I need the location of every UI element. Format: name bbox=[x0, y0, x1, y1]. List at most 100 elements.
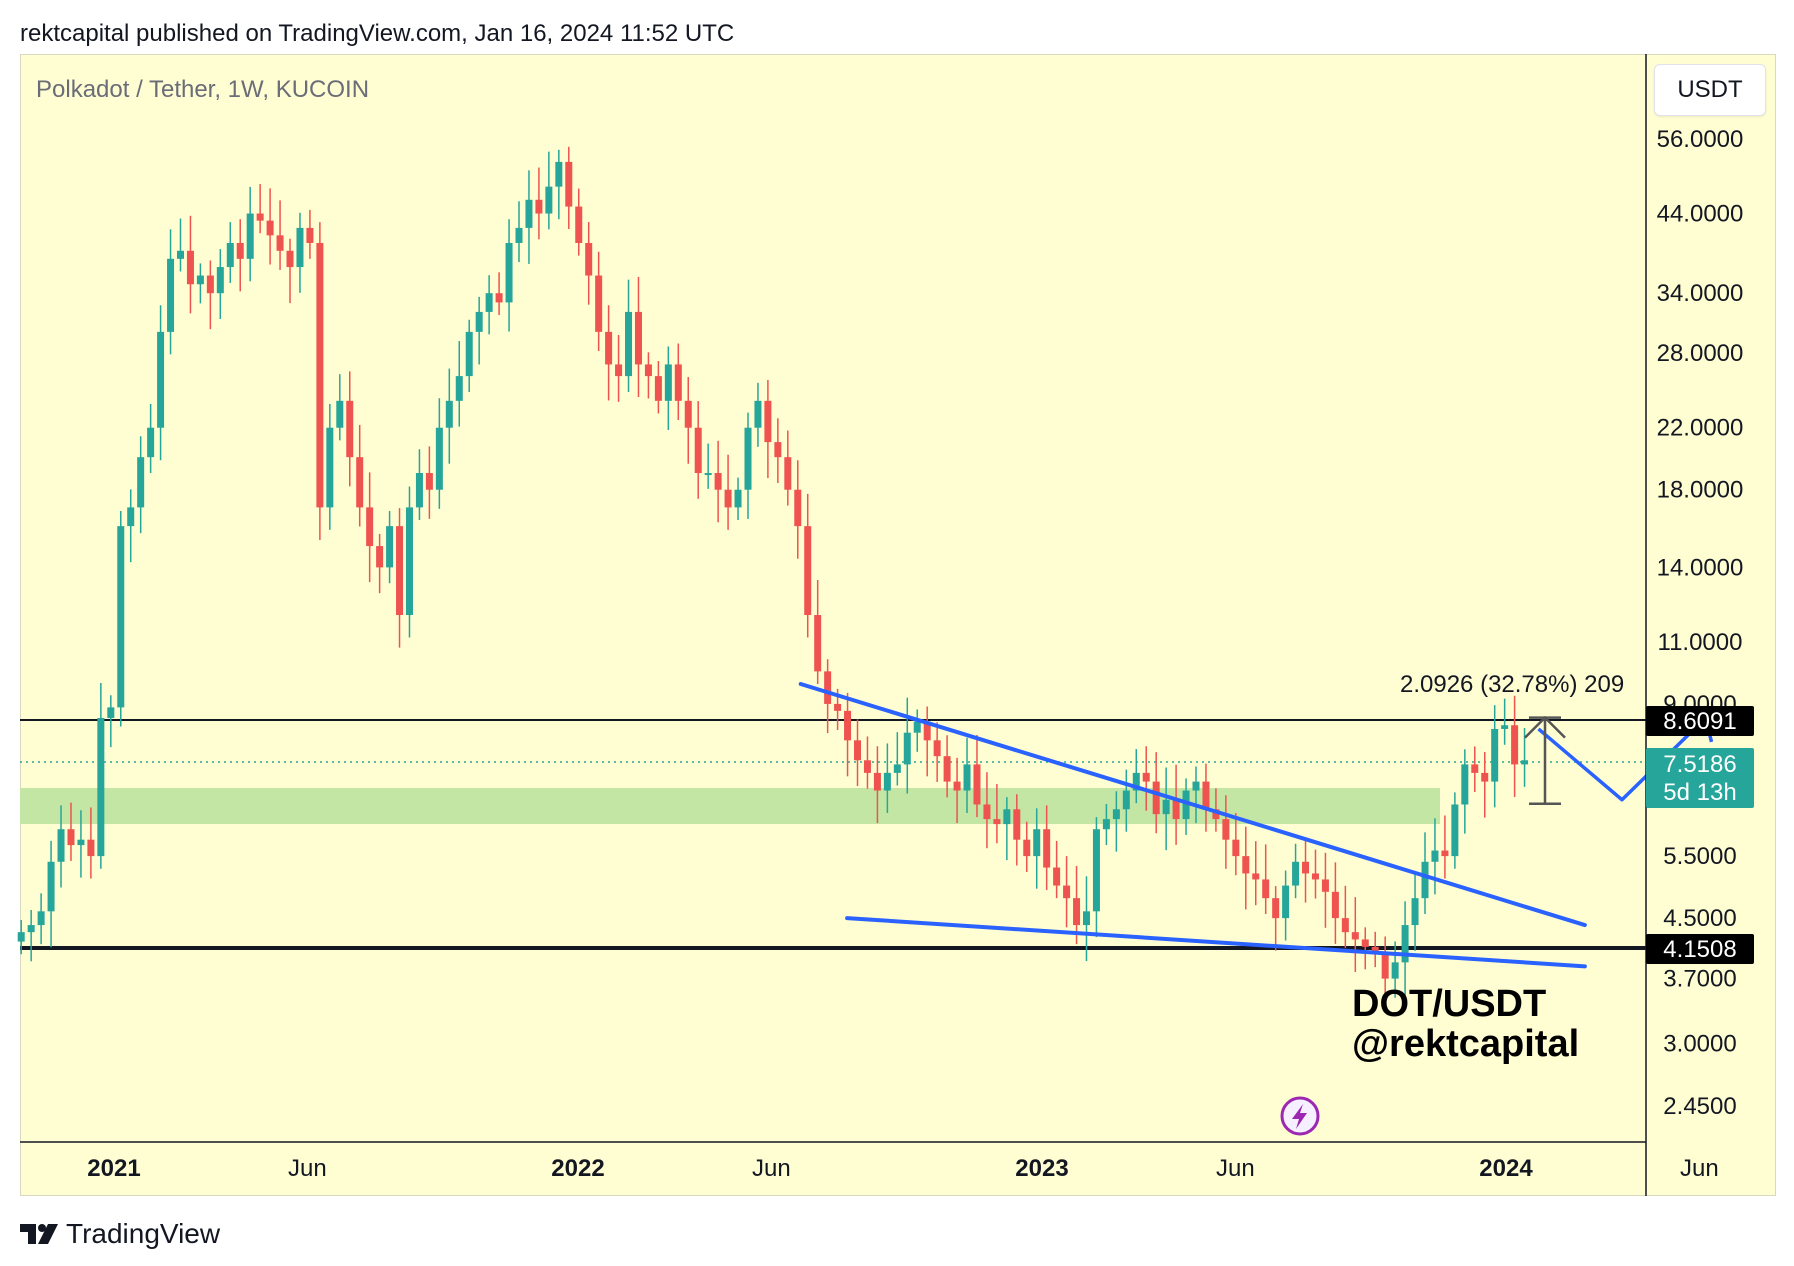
candle-body bbox=[176, 250, 184, 259]
candle-body bbox=[157, 331, 165, 428]
candle-body bbox=[923, 721, 931, 741]
candle-body bbox=[326, 427, 334, 508]
candle-body bbox=[296, 227, 304, 268]
candle-body bbox=[943, 756, 951, 782]
y-tick-label: 11.0000 bbox=[1658, 629, 1743, 656]
candle-body bbox=[814, 615, 822, 672]
candle-body bbox=[1023, 839, 1031, 857]
measure-arrowhead bbox=[1524, 715, 1566, 739]
candle-body bbox=[77, 839, 85, 846]
candle-body bbox=[17, 932, 25, 942]
candle-body bbox=[415, 473, 423, 508]
candle-body bbox=[734, 489, 742, 508]
candle-body bbox=[724, 489, 732, 508]
candle-body bbox=[983, 804, 991, 820]
candle-body bbox=[1252, 873, 1260, 880]
watermark-pair: DOT/USDT bbox=[1352, 983, 1546, 1025]
candle-body bbox=[1381, 954, 1389, 979]
candle-body bbox=[445, 400, 453, 428]
candle-body bbox=[794, 489, 802, 527]
x-tick-label: Jun bbox=[1680, 1155, 1719, 1182]
candle-body bbox=[1162, 799, 1170, 815]
price-axis[interactable]: 56.0000 44.0000 34.0000 28.0000 22.0000 18.00… bbox=[1657, 126, 1744, 1120]
flat-support-trendline[interactable] bbox=[845, 916, 1587, 969]
candle-body bbox=[455, 376, 463, 401]
candle-body bbox=[595, 275, 603, 332]
candle-body bbox=[67, 829, 75, 846]
watermark-handle: @rektcapital bbox=[1352, 1023, 1579, 1065]
candle-body bbox=[1053, 867, 1061, 886]
descending-resistance-trendline[interactable] bbox=[798, 681, 1587, 928]
candle-body bbox=[744, 427, 752, 490]
candle-body bbox=[1092, 829, 1100, 912]
candle-body bbox=[883, 772, 891, 791]
currency-button[interactable]: USDT bbox=[1654, 64, 1766, 116]
chart-panel[interactable] bbox=[20, 54, 1776, 1196]
candle-body bbox=[873, 772, 881, 791]
candle-body bbox=[585, 242, 593, 276]
candle-body bbox=[515, 227, 523, 243]
candle-body bbox=[246, 213, 254, 259]
tradingview-logo[interactable]: TradingView bbox=[20, 1218, 220, 1250]
candle-body bbox=[137, 457, 145, 508]
candle-body bbox=[555, 161, 563, 187]
candle-body bbox=[993, 819, 1001, 825]
y-tick-label: 3.0000 bbox=[1663, 1030, 1736, 1057]
candle-body bbox=[535, 199, 543, 214]
candle-body bbox=[654, 376, 662, 401]
candle-body bbox=[37, 911, 45, 926]
candle-body bbox=[704, 473, 712, 476]
candle-body bbox=[485, 293, 493, 312]
candle-body bbox=[226, 242, 234, 268]
x-tick-label: 2021 bbox=[87, 1155, 140, 1182]
candle-body bbox=[196, 275, 204, 285]
candle-body bbox=[87, 839, 95, 857]
drawings-group bbox=[798, 681, 1714, 969]
candle-body bbox=[664, 364, 672, 401]
candle-body bbox=[1152, 781, 1160, 815]
support-zone bbox=[20, 788, 1440, 824]
candle-body bbox=[1431, 850, 1439, 862]
projection-path[interactable] bbox=[1537, 716, 1707, 802]
candle-body bbox=[1341, 918, 1349, 933]
candle-body bbox=[147, 427, 155, 458]
candle-body bbox=[57, 829, 65, 862]
time-axis[interactable]: 2021 Jun 2022 Jun 2023 Jun 2024 Jun bbox=[87, 1155, 1718, 1182]
measure-label: 2.0926 (32.78%) 209 bbox=[1400, 671, 1624, 698]
candle-body bbox=[1063, 885, 1071, 899]
candle-body bbox=[714, 473, 722, 490]
y-tick-label: 3.7000 bbox=[1663, 966, 1736, 993]
candle-body bbox=[1481, 772, 1489, 782]
candle-body bbox=[674, 364, 682, 401]
y-tick-label: 28.0000 bbox=[1657, 340, 1744, 367]
y-tick-label: 14.0000 bbox=[1657, 554, 1744, 581]
candle-body bbox=[1441, 850, 1449, 857]
candle-body bbox=[1471, 764, 1479, 773]
y-tick-label: 22.0000 bbox=[1657, 415, 1744, 442]
candle-body bbox=[1043, 829, 1051, 868]
candle-body bbox=[1501, 725, 1509, 729]
symbol-title: Polkadot / Tether, 1W, KUCOIN bbox=[36, 76, 370, 103]
candle-body bbox=[1451, 804, 1459, 857]
candle-body bbox=[764, 400, 772, 443]
candle-body bbox=[475, 311, 483, 332]
y-tick-label: 44.0000 bbox=[1657, 201, 1744, 228]
candle-body bbox=[824, 671, 832, 704]
candle-body bbox=[953, 781, 961, 791]
tradingview-logo-icon bbox=[20, 1224, 58, 1244]
candle-body bbox=[1311, 873, 1319, 880]
current-price-label: 7.5186 bbox=[1663, 751, 1736, 778]
candle-body bbox=[834, 703, 842, 711]
lightning-icon[interactable] bbox=[1280, 1096, 1320, 1136]
candle-body bbox=[1082, 911, 1090, 926]
candle-body bbox=[625, 311, 633, 377]
x-tick-label: Jun bbox=[288, 1155, 327, 1182]
candle-body bbox=[117, 526, 125, 708]
candle-body bbox=[863, 760, 871, 773]
x-tick-label: Jun bbox=[1216, 1155, 1255, 1182]
candle-body bbox=[1421, 861, 1429, 899]
candle-body bbox=[1262, 879, 1270, 899]
candle-body bbox=[754, 400, 762, 428]
candle-body bbox=[356, 457, 364, 508]
